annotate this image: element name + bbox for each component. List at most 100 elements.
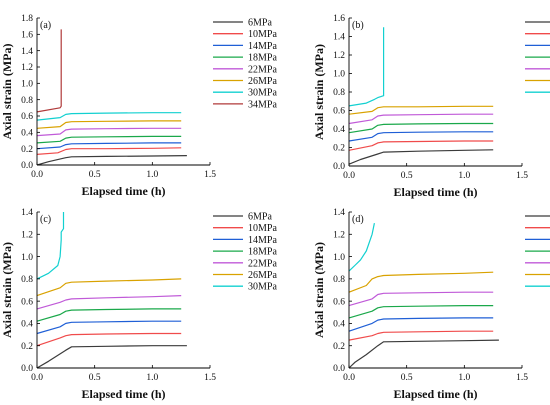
y-tick-label: 0.6 <box>333 297 345 307</box>
legend-label-18MPa: 18MPa <box>248 53 277 64</box>
series-line-10MPa <box>36 147 182 155</box>
series-line-10MPa <box>348 140 494 151</box>
y-tick-label: 0.6 <box>21 112 33 122</box>
chart-panel-4: 0.0 0.2 0.4 0.6 0.8 1.0 1.2 1.4 0.0 0.5 1.0 1.5 Elap… <box>312 208 550 401</box>
x-tick-label: 1.0 <box>458 171 470 181</box>
series-line-10MPa <box>348 330 494 341</box>
y-tick-label: 1.2 <box>333 230 345 240</box>
panel-label: (d) <box>352 214 364 225</box>
series-line-10MPa <box>36 332 182 347</box>
series-line-6MPa <box>36 345 187 369</box>
legend-label-6MPa: 6MPa <box>248 212 272 223</box>
series-line-26MPa <box>348 271 494 293</box>
series-line-14MPa <box>348 317 494 332</box>
y-tick-label: 1.6 <box>21 31 33 41</box>
y-tick-label: 1.0 <box>333 70 345 80</box>
series-line-22MPa <box>348 291 494 307</box>
chart-panel-1: 0.0 0.2 0.4 0.6 0.8 1.0 1.2 1.4 1.6 1.8 0.0 0.5 1.0 1… <box>0 14 277 198</box>
x-tick-label: 1.5 <box>204 170 216 180</box>
x-tick-label: 0.5 <box>89 373 101 383</box>
series-line-26MPa <box>36 278 182 297</box>
legend-label-26MPa: 26MPa <box>248 76 277 87</box>
y-tick-label: 1.4 <box>333 33 345 43</box>
x-tick-label: 0.0 <box>343 373 355 383</box>
legend-label-30MPa: 30MPa <box>248 282 277 293</box>
y-tick-label: 0.6 <box>333 107 345 117</box>
legend-label-30MPa: 30MPa <box>248 88 277 99</box>
x-axis-title: Elapsed time (h) <box>82 387 166 401</box>
series-line-22MPa <box>36 295 182 310</box>
series-line-26MPa <box>36 120 182 129</box>
y-tick-label: 1.0 <box>21 253 33 263</box>
y-tick-label: 0.2 <box>333 144 345 154</box>
series-line-18MPa <box>348 122 494 134</box>
legend-label-10MPa: 10MPa <box>248 223 277 234</box>
y-tick-label: 0.8 <box>21 275 33 285</box>
x-axis-title: Elapsed time (h) <box>82 184 166 198</box>
series-line-26MPa <box>348 105 494 115</box>
y-tick-label: 1.2 <box>21 63 33 73</box>
x-tick-label: 0.0 <box>31 373 43 383</box>
y-tick-label: 0.0 <box>333 162 345 172</box>
legend-label-22MPa: 22MPa <box>248 64 277 75</box>
panel-label: (b) <box>352 20 364 31</box>
x-tick-label: 0.5 <box>89 170 101 180</box>
y-axis-title: Axial strain (MPa) <box>312 242 326 338</box>
legend-label-6MPa: 6MPa <box>248 18 272 29</box>
y-axis-title: Axial strain (MPa) <box>0 242 14 338</box>
series-line-18MPa <box>348 305 494 319</box>
chart-panel-3: 0.0 0.2 0.4 0.6 0.8 1.0 1.2 1.4 0.0 0.5 1.0 1.5 Elap… <box>0 208 277 401</box>
y-tick-label: 1.6 <box>333 14 345 24</box>
x-tick-label: 0.5 <box>401 171 413 181</box>
x-tick-label: 1.0 <box>458 373 470 383</box>
y-tick-label: 0.8 <box>333 275 345 285</box>
series-line-6MPa <box>36 155 187 166</box>
y-tick-label: 0.0 <box>21 364 33 374</box>
y-tick-label: 0.8 <box>21 96 33 106</box>
series-line-18MPa <box>36 308 182 322</box>
chart-panel-2: 0.0 0.2 0.4 0.6 0.8 1.0 1.2 1.4 1.6 0.0 0.5 1.0 1.5 E… <box>312 14 550 199</box>
series-line-30MPa <box>348 27 385 107</box>
series-line-22MPa <box>36 127 182 137</box>
y-axis-title: Axial strain (MPa) <box>0 44 14 140</box>
series-line-34MPa <box>36 29 62 113</box>
legend-label-34MPa: 34MPa <box>248 99 277 110</box>
x-axis-title: Elapsed time (h) <box>394 387 478 401</box>
legend-label-18MPa: 18MPa <box>248 247 277 258</box>
y-tick-label: 1.0 <box>21 80 33 90</box>
series-line-6MPa <box>348 339 499 369</box>
y-tick-label: 1.4 <box>21 208 33 218</box>
y-tick-label: 1.4 <box>333 208 345 218</box>
y-tick-label: 0.2 <box>333 342 345 352</box>
legend-label-22MPa: 22MPa <box>248 258 277 269</box>
y-axis-title: Axial strain (MPa) <box>312 44 326 140</box>
x-tick-label: 0.0 <box>343 171 355 181</box>
y-tick-label: 1.8 <box>21 14 33 24</box>
x-axis-title: Elapsed time (h) <box>394 185 478 199</box>
series-line-14MPa <box>36 142 182 150</box>
x-tick-label: 0.5 <box>401 373 413 383</box>
x-tick-label: 1.0 <box>146 373 158 383</box>
series-line-14MPa <box>36 320 182 335</box>
y-tick-label: 0.8 <box>333 88 345 98</box>
x-tick-label: 0.0 <box>31 170 43 180</box>
y-tick-label: 1.0 <box>333 253 345 263</box>
series-line-30MPa <box>36 212 65 280</box>
series-line-22MPa <box>348 113 494 125</box>
series-line-14MPa <box>348 131 494 142</box>
series-line-30MPa <box>36 112 182 121</box>
y-tick-label: 0.4 <box>21 320 33 330</box>
legend-label-10MPa: 10MPa <box>248 29 277 40</box>
y-tick-label: 0.0 <box>333 364 345 374</box>
y-tick-label: 0.4 <box>21 129 33 139</box>
legend-label-14MPa: 14MPa <box>248 41 277 52</box>
y-tick-label: 0.4 <box>333 125 345 135</box>
series-line-6MPa <box>348 149 494 165</box>
y-tick-label: 0.6 <box>21 297 33 307</box>
series-line-30MPa <box>348 222 375 272</box>
y-tick-label: 1.2 <box>333 51 345 61</box>
panel-label: (a) <box>40 20 51 31</box>
y-tick-label: 1.4 <box>21 47 33 57</box>
y-tick-label: 1.2 <box>21 230 33 240</box>
